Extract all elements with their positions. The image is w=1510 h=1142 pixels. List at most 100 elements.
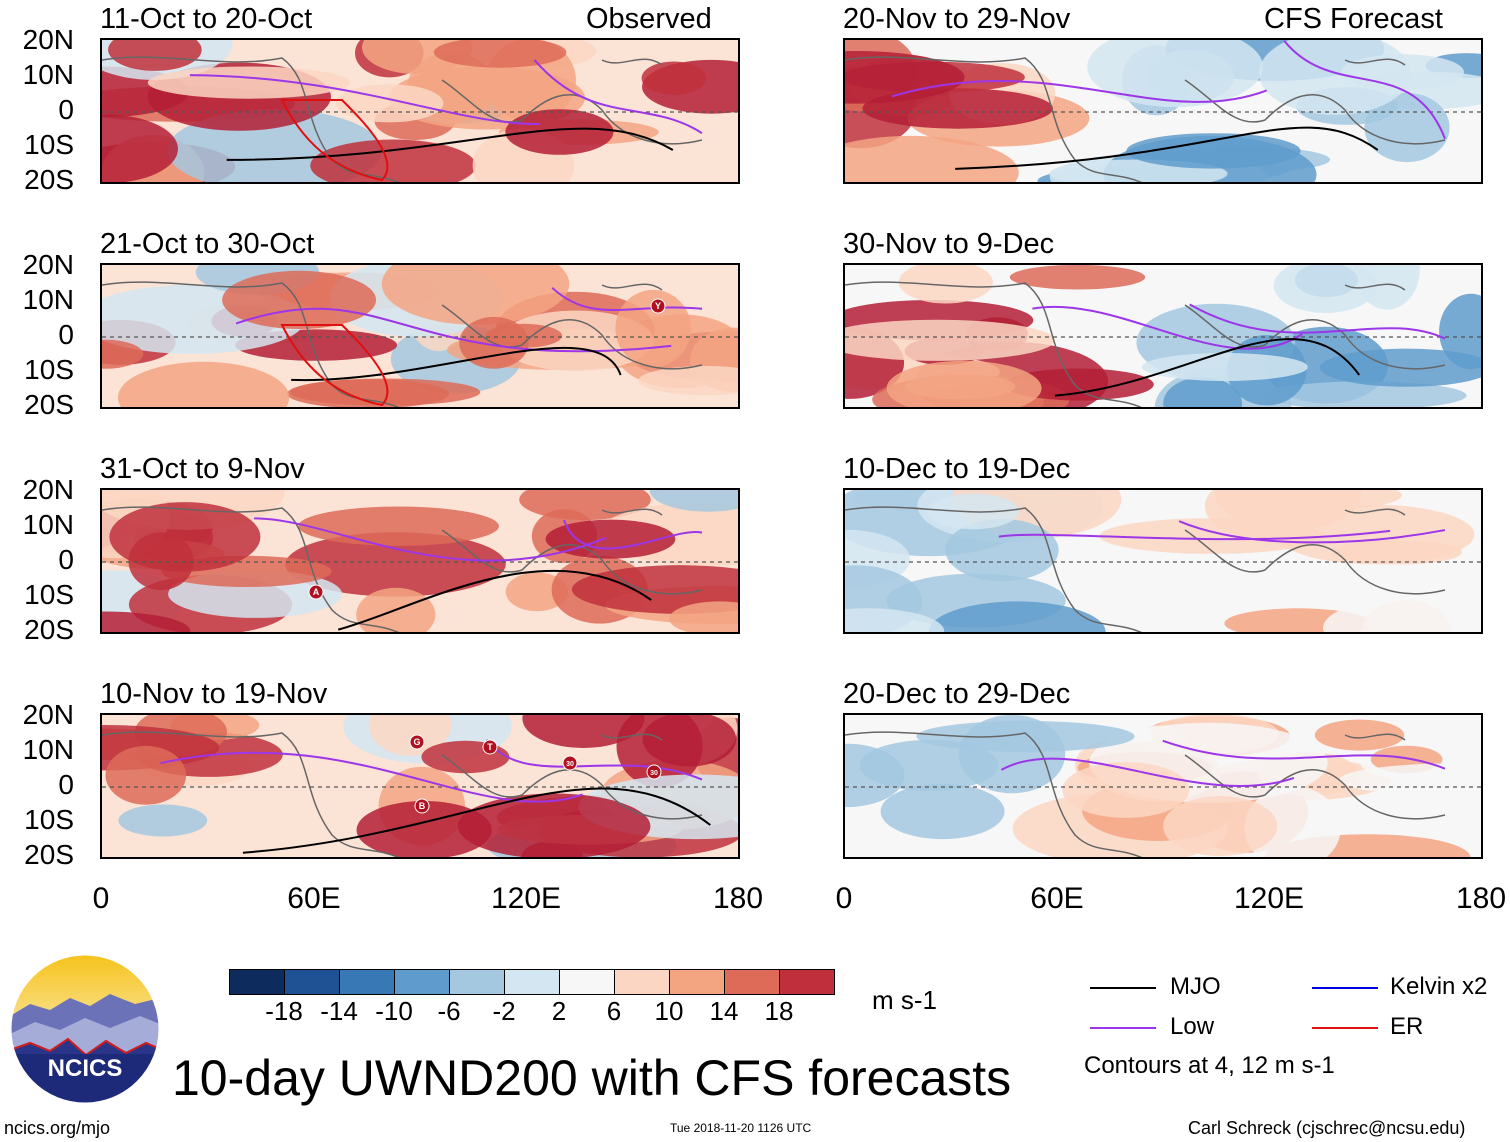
wind-anomaly-shading bbox=[571, 565, 738, 614]
colorbar-segment bbox=[339, 969, 395, 995]
wind-anomaly-shading bbox=[845, 135, 1019, 182]
coastline bbox=[441, 754, 703, 820]
low-contour bbox=[235, 307, 672, 353]
mjo-contour bbox=[955, 126, 1379, 170]
wind-anomaly-shading bbox=[505, 572, 569, 612]
map-canvas: A bbox=[102, 490, 738, 632]
lat-label: 10N bbox=[22, 284, 74, 315]
lat-label: 20S bbox=[24, 389, 74, 420]
low-contour bbox=[254, 517, 607, 562]
wind-anomaly-shading bbox=[381, 265, 570, 325]
panel-title: 31-Oct to 9-Nov bbox=[100, 453, 305, 485]
main-title: 10-day UWND200 with CFS forecasts bbox=[172, 1050, 1012, 1106]
panel-title: 20-Nov to 29-Nov bbox=[843, 3, 1071, 35]
wind-anomaly-shading bbox=[641, 61, 706, 95]
storm-label: B bbox=[419, 801, 426, 811]
lat-label: 20N bbox=[22, 699, 74, 730]
er-contour bbox=[280, 99, 389, 182]
coastline bbox=[845, 731, 1143, 857]
footer-url[interactable]: ncics.org/mjo bbox=[4, 1118, 111, 1138]
wind-anomaly-shading bbox=[845, 608, 945, 632]
wind-anomaly-shading bbox=[1273, 265, 1378, 313]
low-contour bbox=[533, 59, 703, 134]
panel-title: 10-Dec to 19-Dec bbox=[843, 453, 1071, 485]
wind-anomaly-shading bbox=[109, 502, 261, 572]
wind-anomaly-shading bbox=[522, 715, 645, 748]
wind-anomaly-shading bbox=[1439, 293, 1481, 370]
mjo-contour bbox=[337, 569, 652, 631]
wind-anomaly-shading bbox=[1163, 796, 1278, 857]
lon-label-left: 120E bbox=[490, 882, 562, 915]
legend-note: Contours at 4, 12 m s-1 bbox=[1084, 1052, 1335, 1079]
wind-anomaly-shading bbox=[1314, 719, 1405, 751]
colorbar-segment bbox=[284, 969, 340, 995]
colorbar-tick-label: 18 bbox=[764, 996, 794, 1026]
lat-label: 20S bbox=[24, 164, 74, 195]
tropical-storm-marker: 30 bbox=[646, 764, 662, 780]
tropical-storm-marker: A bbox=[308, 584, 324, 600]
wind-anomaly-shading bbox=[108, 40, 202, 71]
low-contour bbox=[998, 529, 1391, 541]
storm-symbol bbox=[414, 798, 430, 814]
wind-anomaly-shading bbox=[1141, 353, 1308, 381]
low-contour bbox=[1189, 303, 1446, 340]
mjo-contour bbox=[291, 346, 622, 382]
wind-anomaly-shading bbox=[105, 745, 187, 805]
wind-anomaly-shading bbox=[1214, 490, 1362, 531]
tropical-storm-marker: T bbox=[482, 739, 498, 755]
wind-anomaly-shading bbox=[433, 40, 567, 68]
lat-label: 20N bbox=[22, 249, 74, 280]
colorbar-units: m s-1 bbox=[872, 985, 937, 1015]
panel-title: 21-Oct to 30-Oct bbox=[100, 228, 315, 260]
wind-anomaly-shading bbox=[1087, 40, 1263, 108]
wind-anomaly-shading bbox=[638, 366, 738, 396]
storm-label: T bbox=[487, 742, 493, 752]
coastline bbox=[845, 281, 1143, 407]
low-contour bbox=[1283, 40, 1446, 140]
forecast-map bbox=[843, 263, 1483, 409]
colorbar-segment bbox=[669, 969, 725, 995]
coastline bbox=[102, 731, 400, 857]
storm-label: 30 bbox=[566, 761, 574, 768]
logo-text: NCICS bbox=[48, 1055, 123, 1082]
coastline bbox=[1184, 304, 1446, 370]
lon-label-right: 120E bbox=[1233, 882, 1305, 915]
map-canvas bbox=[845, 715, 1481, 857]
panel-title: 11-Oct to 20-Oct bbox=[100, 3, 313, 35]
wind-anomaly-shading bbox=[102, 114, 178, 182]
colorbar-tick-label: 14 bbox=[709, 996, 739, 1026]
wind-anomaly-shading bbox=[880, 783, 1005, 840]
colorbar-tick-label: -18 bbox=[265, 996, 303, 1026]
low-contour bbox=[485, 739, 703, 781]
legend-kelvin: Kelvin x2 bbox=[1390, 973, 1488, 1000]
storm-label: A bbox=[313, 587, 320, 597]
tropical-storm-marker: B bbox=[414, 798, 430, 814]
lat-label: 10S bbox=[24, 804, 74, 835]
er-contour bbox=[280, 324, 389, 407]
wind-anomaly-shading bbox=[118, 804, 208, 837]
observed-map bbox=[100, 38, 740, 184]
tropical-storm-marker: Y bbox=[650, 298, 666, 314]
lat-label: 20S bbox=[24, 614, 74, 645]
coastline bbox=[845, 56, 1143, 182]
coastline bbox=[601, 733, 663, 741]
storm-symbol bbox=[409, 734, 425, 750]
colorbar-tick-label: -14 bbox=[320, 996, 358, 1026]
wind-anomaly-shading bbox=[1003, 368, 1154, 401]
lat-label: 10N bbox=[22, 509, 74, 540]
wind-anomaly-shading bbox=[845, 319, 1055, 361]
colorbar-tick-label: 2 bbox=[551, 996, 567, 1026]
coastline bbox=[601, 58, 663, 66]
ncics-logo: NCICS bbox=[10, 954, 160, 1104]
lat-label: 0 bbox=[58, 94, 74, 125]
lat-label: 10N bbox=[22, 734, 74, 765]
footer-timestamp: Tue 2018-11-20 1126 UTC bbox=[670, 1121, 812, 1135]
map-canvas bbox=[102, 40, 738, 182]
lat-label: 10S bbox=[24, 129, 74, 160]
legend-er: ER bbox=[1390, 1013, 1424, 1040]
forecast-map bbox=[843, 38, 1483, 184]
lon-label-left: 180 bbox=[712, 882, 764, 915]
wind-anomaly-shading bbox=[356, 801, 492, 857]
colorbar-segment bbox=[229, 969, 285, 995]
forecast-map bbox=[843, 713, 1483, 859]
